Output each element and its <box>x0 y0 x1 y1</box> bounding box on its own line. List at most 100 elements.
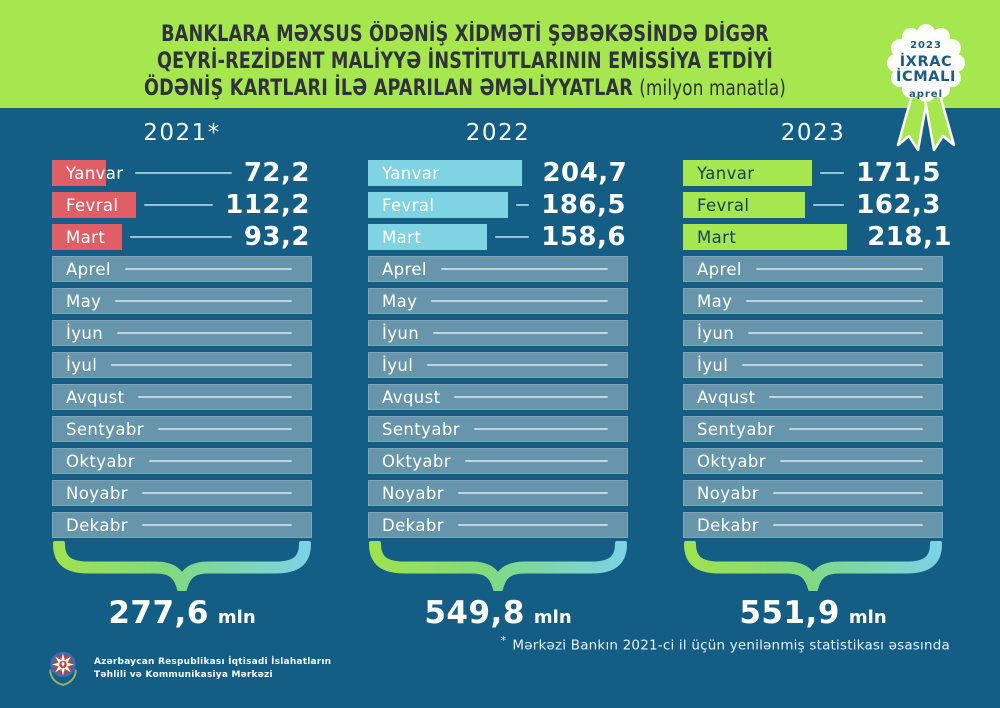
connector-line <box>820 172 845 174</box>
month-row: Avqust <box>683 384 943 410</box>
month-value: 186,5 <box>541 190 626 220</box>
month-label: Noyabr <box>66 483 128 503</box>
month-label: Dekabr <box>382 515 444 535</box>
month-bar <box>52 160 106 186</box>
connector-line <box>157 428 292 430</box>
month-label: Yanvar <box>66 163 124 183</box>
month-row: Avqust <box>368 384 628 410</box>
connector-line <box>788 428 923 430</box>
month-value: 72,2 <box>243 158 310 188</box>
connector-line <box>755 268 923 270</box>
title-unit: (milyon manatla) <box>639 76 787 100</box>
month-bar <box>683 224 847 250</box>
month-label: Avqust <box>382 387 441 407</box>
month-row: Noyabr <box>52 480 312 506</box>
page-title: BANKLARA MƏXSUS ÖDƏNİŞ XİDMƏTİ ŞƏBƏKƏSİN… <box>105 21 825 102</box>
connector-line <box>464 460 608 462</box>
title-line-3: ÖDƏNİŞ KARTLARI İLƏ APARILAN ƏMƏLİYYATLA… <box>143 76 787 101</box>
month-row: İyul <box>683 352 943 378</box>
connector-line <box>748 332 923 334</box>
connector-line <box>454 396 608 398</box>
year-label: 2021* <box>143 120 221 146</box>
total-value: 277,6 <box>108 595 209 631</box>
month-label: Oktyabr <box>697 451 766 471</box>
month-label: Sentyabr <box>66 419 144 439</box>
year-column-2023: 2023 Yanvar 171,5 Fevral 162,3 Mart 218,1 Aprel… <box>683 0 951 708</box>
month-label: May <box>66 291 102 311</box>
footnote-marker: * <box>500 634 507 647</box>
month-value: 93,2 <box>243 222 310 252</box>
connector-line <box>457 524 608 526</box>
connector-line <box>769 396 923 398</box>
header-band: BANKLARA MƏXSUS ÖDƏNİŞ XİDMƏTİ ŞƏBƏKƏSİN… <box>0 0 1000 108</box>
connector-line <box>135 172 232 174</box>
month-row: Sentyabr <box>683 416 943 442</box>
month-label: Mart <box>697 227 737 247</box>
connector-line <box>779 460 923 462</box>
month-row: Oktyabr <box>368 448 628 474</box>
total-value: 549,8 <box>424 595 525 631</box>
connector-line <box>124 268 292 270</box>
month-label: İyul <box>382 355 414 375</box>
month-label: Avqust <box>66 387 125 407</box>
month-bar <box>52 224 122 250</box>
month-label: Dekabr <box>697 515 759 535</box>
month-bar <box>52 192 136 218</box>
month-row: Mart 158,6 <box>368 222 628 252</box>
month-row: İyun <box>683 320 943 346</box>
month-value: 112,2 <box>225 190 310 220</box>
month-label: Oktyabr <box>66 451 135 471</box>
month-row: Fevral 162,3 <box>683 190 943 220</box>
connector-line <box>813 204 845 206</box>
month-label: İyun <box>382 323 420 343</box>
month-row: Dekabr <box>52 512 312 538</box>
brace-icon <box>53 541 311 591</box>
connector-line <box>431 300 608 302</box>
month-label: Aprel <box>697 259 742 279</box>
month-bar <box>368 160 522 186</box>
month-row: May <box>368 288 628 314</box>
month-label: Avqust <box>697 387 756 407</box>
month-bar <box>368 224 487 250</box>
seal-icon <box>887 24 965 102</box>
connector-line <box>144 204 214 206</box>
connector-line <box>115 300 292 302</box>
connector-line <box>427 364 608 366</box>
month-label: İyul <box>66 355 98 375</box>
year-column-2022: 2022 Yanvar 204,7 Fevral 186,5 Mart 158,6 Aprel… <box>368 0 628 708</box>
org-emblem-icon <box>46 645 80 693</box>
month-row: İyul <box>368 352 628 378</box>
month-value: 162,3 <box>856 190 941 220</box>
year-label: 2022 <box>465 120 531 146</box>
total: 551,9 mln <box>683 595 943 631</box>
month-row: Yanvar 171,5 <box>683 158 943 188</box>
month-label: Yanvar <box>382 163 440 183</box>
month-rows: Yanvar 171,5 Fevral 162,3 Mart 218,1 Aprel May İ… <box>683 158 951 538</box>
brace-icon <box>684 541 942 591</box>
connector-line <box>440 268 608 270</box>
month-label: Dekabr <box>66 515 128 535</box>
month-row: Dekabr <box>368 512 628 538</box>
month-bar <box>683 160 812 186</box>
connector-line <box>772 524 923 526</box>
month-row: İyul <box>52 352 312 378</box>
month-label: İyun <box>66 323 104 343</box>
month-row: Sentyabr <box>368 416 628 442</box>
month-value: 171,5 <box>856 158 941 188</box>
month-label: May <box>697 291 733 311</box>
month-label: Sentyabr <box>382 419 460 439</box>
badge-month: aprel <box>909 89 943 100</box>
month-label: Noyabr <box>382 483 444 503</box>
month-row: İyun <box>52 320 312 346</box>
month-label: Fevral <box>697 195 750 215</box>
badge-title-line2: İCMALI <box>896 68 956 85</box>
footnote: * Mərkəzi Bankın 2021-ci il üçün yenilənm… <box>500 634 950 654</box>
badge-title-line1: İXRAC <box>900 53 953 70</box>
month-label: May <box>382 291 418 311</box>
total-unit: mln <box>533 607 572 628</box>
connector-line <box>495 236 530 238</box>
month-row: İyun <box>368 320 628 346</box>
month-row: Fevral 112,2 <box>52 190 312 220</box>
connector-line <box>516 204 530 206</box>
